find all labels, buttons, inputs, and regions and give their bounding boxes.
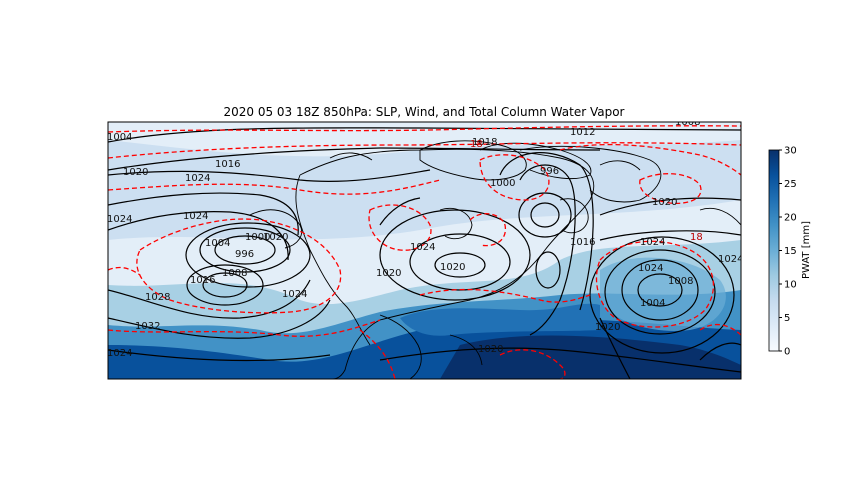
contour-label: 1008 [668,276,693,287]
contour-label: 1024 [638,263,663,274]
contour-label: 996 [235,249,254,260]
pwat-moist-core [440,335,741,379]
contour-label: 1024 [718,254,743,265]
wind-contour-label: 18 [690,232,703,243]
contour-label: 1024 [640,237,665,248]
contour-label: 1032 [135,321,160,332]
wind-contour-label: 18 [470,139,483,150]
colorbar-tick-label: 0 [784,347,790,358]
pwat-moist-band-north [108,140,741,240]
contour-label: 1028 [145,292,170,303]
colorbar-tick-label: 15 [784,246,797,257]
colorbar-ticks: 0 5 10 15 20 25 30 [779,146,797,358]
contour-label: 1004 [640,298,665,309]
colorbar-tick-label: 10 [784,280,797,291]
contour-label: 1020 [263,232,288,243]
contour-label: 1020 [478,344,503,355]
contour-label: 1024 [410,242,435,253]
contour-label: 1008 [675,117,700,128]
chart-title: 2020 05 03 18Z 850hPa: SLP, Wind, and To… [223,105,624,119]
contour-label: 1020 [376,268,401,279]
contour-label: 1000 [245,232,270,243]
contour-label: 1024 [107,214,132,225]
contour-label: 1008 [222,268,247,279]
slp-contour-labels: 1004 1012 1008 1016 1020 1024 1024 1024 … [107,117,743,359]
wind-contours [108,125,741,379]
colorbar: 0 5 10 15 20 25 30 PWAT [mm] [768,146,812,358]
contour-label: 1018 [472,137,497,148]
contour-label: 1020 [652,197,677,208]
contour-label: 1024 [107,348,132,359]
contour-label: 1024 [282,289,307,300]
contour-label: 1016 [190,275,215,286]
pwat-gulf [400,303,600,336]
contour-label: 1020 [595,322,620,333]
colorbar-tick-label: 5 [784,313,790,324]
contour-label: 1020 [440,262,465,273]
colorbar-tick-label: 20 [784,213,797,224]
contour-label: 996 [540,166,559,177]
contour-label: 1012 [570,127,595,138]
colorbar-gradient [768,149,780,352]
contour-label: 1000 [490,178,515,189]
wind-contour-labels: 18 18 [470,139,703,243]
colorbar-tick-label: 30 [784,146,797,157]
colorbar-label: PWAT [mm] [801,221,812,279]
slp-contours [108,127,741,379]
contour-label: 1004 [205,238,230,249]
contour-label: 1016 [215,159,240,170]
contour-label: 1024 [185,173,210,184]
map-frame [107,121,742,380]
contour-label: 1016 [570,237,595,248]
contour-label: 1024 [183,211,208,222]
map-panel: 1004 1012 1008 1016 1020 1024 1024 1024 … [107,117,743,379]
colorbar-tick-label: 25 [784,179,797,190]
contour-label: 1020 [123,167,148,178]
contour-label: 1004 [107,132,132,143]
